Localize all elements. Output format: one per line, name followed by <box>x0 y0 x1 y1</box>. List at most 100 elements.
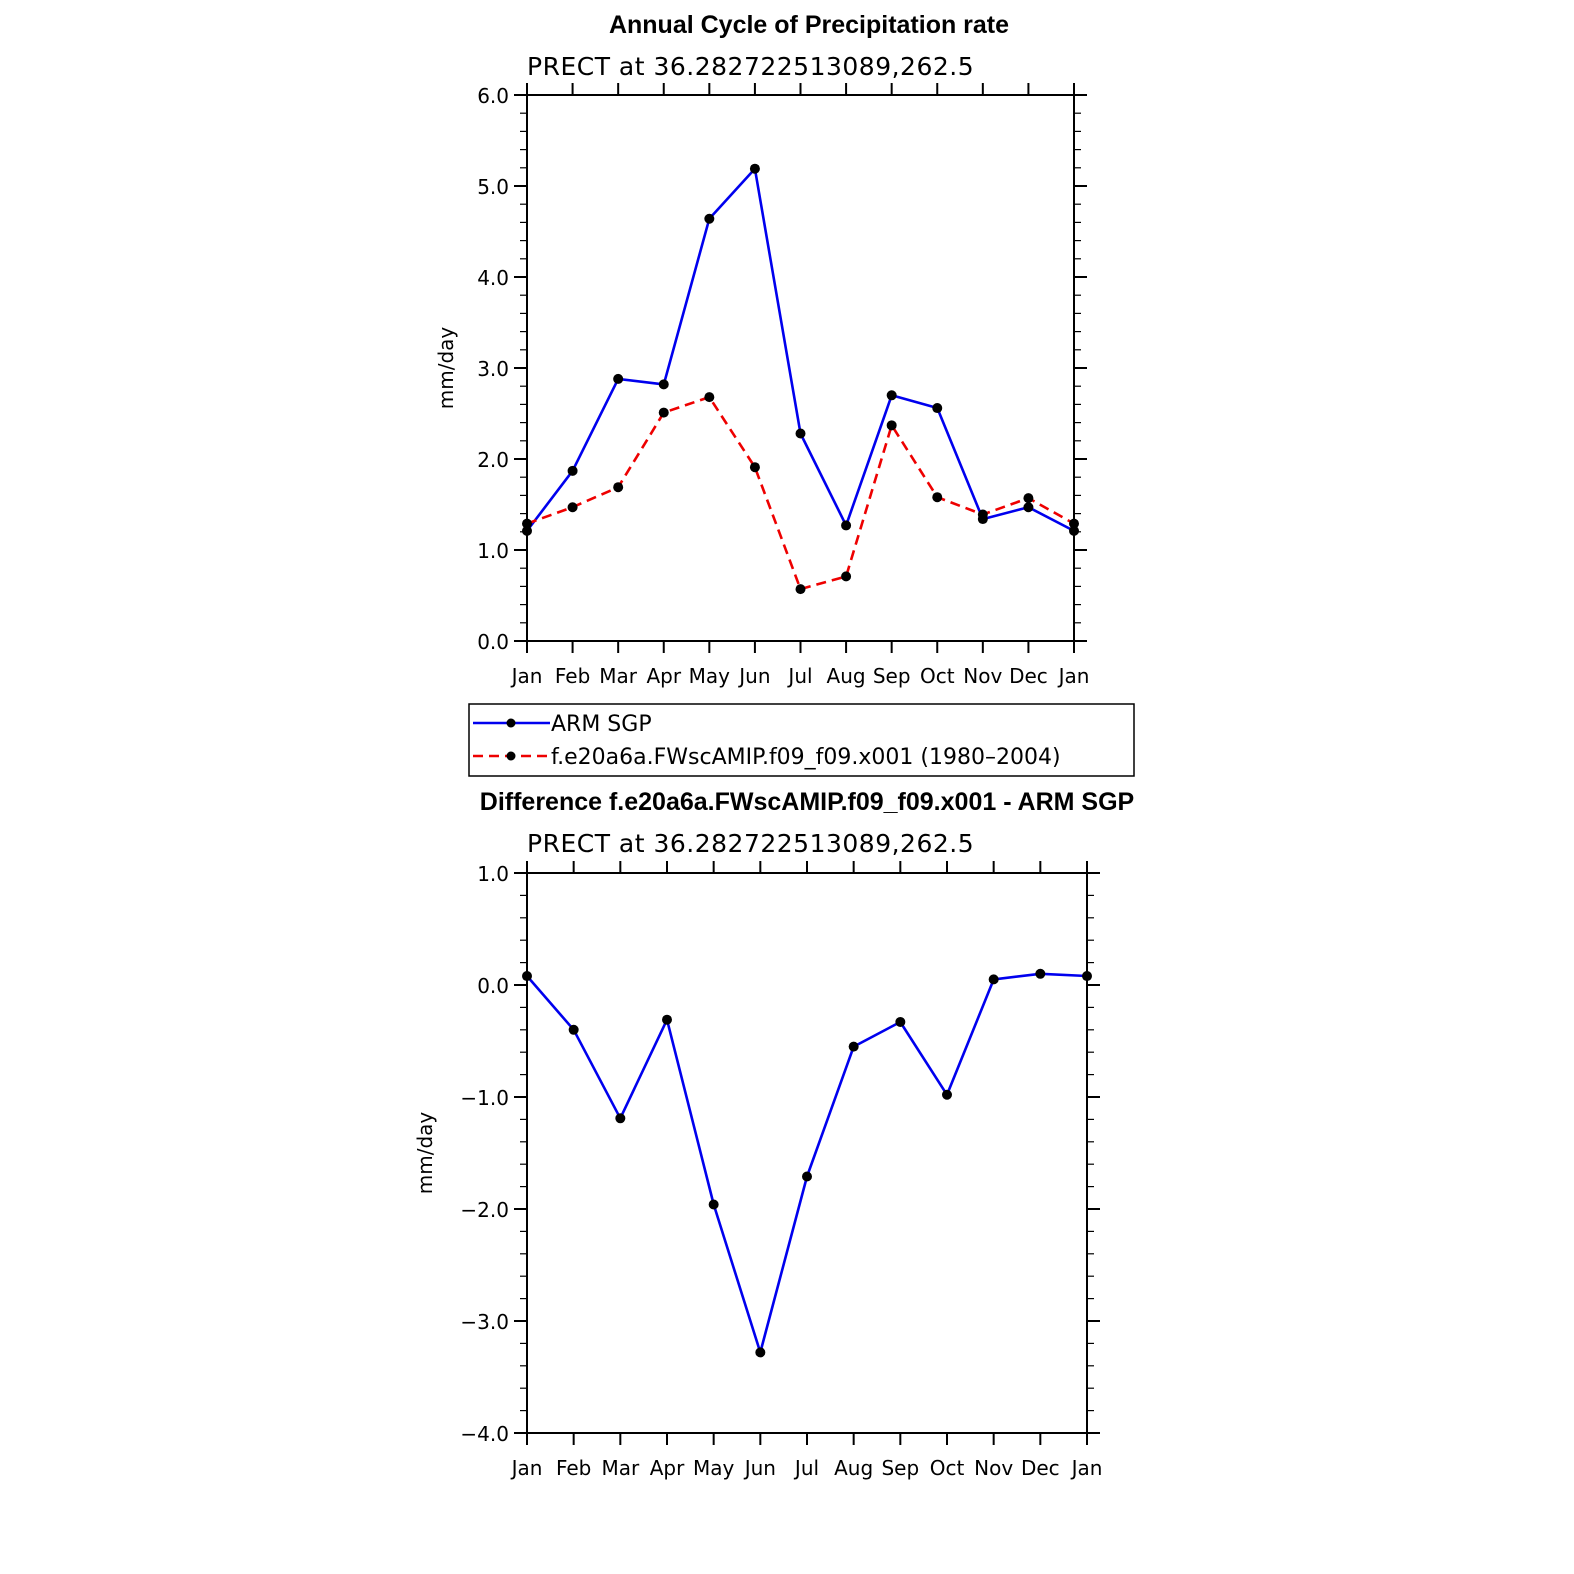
x-tick-label: Sep <box>873 664 911 688</box>
y-axis-label: mm/day <box>434 327 458 410</box>
data-point <box>704 213 715 224</box>
x-tick-label: Jan <box>1070 1456 1103 1480</box>
x-tick-label: Jan <box>510 664 543 688</box>
data-point <box>522 518 532 529</box>
legend-frame <box>468 703 1135 777</box>
x-tick-label: Mar <box>599 664 638 688</box>
chart-subtitle: PRECT at 36.282722513089,262.5 <box>527 52 974 81</box>
data-point <box>841 571 852 582</box>
data-point <box>658 379 669 390</box>
y-tick-label: 1.0 <box>477 539 509 563</box>
x-tick-labels: Jan Feb Mar Apr May Jun Jul Aug Sep Oct Nov Dec Jan <box>510 1456 1103 1480</box>
x-tick-label: Feb <box>556 1456 591 1480</box>
data-point <box>1069 518 1079 529</box>
x-tick-label: Nov <box>974 1456 1013 1480</box>
legend-entry-model: f.e20a6a.FWscAMIP.f09_f09.x001 (1980–200… <box>473 745 1061 770</box>
data-point <box>886 420 897 431</box>
x-tick-label: Apr <box>650 1456 685 1480</box>
x-tick-labels: Jan Feb Mar Apr May Jun Jul Aug Sep Oct Nov Dec Jan <box>510 664 1090 688</box>
legend-marker-arm-sgp <box>506 718 516 728</box>
annual-cycle-chart: Annual Cycle of Precipitation rate PRECT… <box>434 11 1089 688</box>
chart-title: Annual Cycle of Precipitation rate <box>609 11 1009 39</box>
data-point <box>615 1113 626 1124</box>
series-points <box>522 163 1079 595</box>
data-point <box>658 407 669 418</box>
y-tick-labels: 0.0 1.0 2.0 3.0 4.0 5.0 6.0 <box>477 84 509 654</box>
data-point <box>749 163 760 174</box>
legend-label-model: f.e20a6a.FWscAMIP.f09_f09.x001 (1980–200… <box>551 745 1061 770</box>
data-point <box>795 428 806 439</box>
axis-ticks <box>514 861 1100 1445</box>
x-tick-label: Jul <box>793 1456 819 1480</box>
data-point <box>749 462 760 473</box>
y-tick-label: 2.0 <box>477 448 509 472</box>
data-point <box>932 403 943 414</box>
series-line-0 <box>525 167 1075 533</box>
y-tick-label: 6.0 <box>477 84 509 108</box>
legend-label-arm-sgp: ARM SGP <box>551 712 652 737</box>
data-point <box>848 1041 859 1052</box>
x-tick-label: Aug <box>827 664 866 688</box>
x-tick-label: Dec <box>1021 1456 1060 1480</box>
data-point <box>886 390 897 401</box>
data-point <box>932 492 943 503</box>
y-tick-labels: −4.0 −3.0 −2.0 −1.0 0.0 1.0 <box>460 862 509 1446</box>
data-point <box>841 520 852 531</box>
data-point <box>613 373 624 384</box>
data-point <box>1023 502 1034 513</box>
data-point <box>802 1171 812 1182</box>
x-tick-label: May <box>689 664 731 688</box>
difference-chart: Difference f.e20a6a.FWscAMIP.f09_f09.x00… <box>413 788 1134 1480</box>
data-point <box>1082 971 1092 982</box>
data-point <box>522 525 532 536</box>
data-point <box>613 482 624 493</box>
chart-title: Difference f.e20a6a.FWscAMIP.f09_f09.x00… <box>480 788 1134 816</box>
data-point <box>895 1016 906 1027</box>
x-tick-label: Oct <box>930 1456 965 1480</box>
y-tick-label: 0.0 <box>477 630 509 654</box>
x-tick-label: Nov <box>963 664 1002 688</box>
x-tick-label: Mar <box>601 1456 640 1480</box>
data-point <box>567 502 578 513</box>
data-point <box>522 971 532 982</box>
data-point <box>755 1347 766 1358</box>
x-tick-label: Jan <box>1057 664 1090 688</box>
y-tick-label: −3.0 <box>460 1310 509 1334</box>
series-lines <box>526 972 1088 1354</box>
data-point <box>1069 525 1079 536</box>
data-point <box>1023 493 1034 504</box>
series-line-0 <box>526 972 1088 1354</box>
y-tick-label: 1.0 <box>477 862 509 886</box>
legend: ARM SGP f.e20a6a.FWscAMIP.f09_f09.x001 (… <box>468 703 1135 777</box>
data-point <box>942 1089 952 1100</box>
data-point <box>977 509 988 520</box>
x-tick-label: Jun <box>737 664 770 688</box>
x-tick-label: Apr <box>646 664 681 688</box>
series-lines <box>525 167 1075 591</box>
plot-frame <box>526 872 1088 1434</box>
y-tick-label: 0.0 <box>477 974 509 998</box>
data-point <box>568 1024 579 1035</box>
y-axis-label: mm/day <box>413 1112 437 1195</box>
y-tick-label: −4.0 <box>460 1422 509 1446</box>
chart-subtitle: PRECT at 36.282722513089,262.5 <box>527 829 974 858</box>
y-tick-label: −1.0 <box>460 1086 509 1110</box>
legend-entry-arm-sgp: ARM SGP <box>473 712 652 737</box>
x-tick-label: Jan <box>510 1456 543 1480</box>
x-tick-label: Aug <box>834 1456 873 1480</box>
data-point <box>662 1014 672 1025</box>
data-point <box>988 974 999 985</box>
series-points <box>522 968 1092 1358</box>
x-tick-label: Feb <box>555 664 590 688</box>
y-tick-label: 5.0 <box>477 175 509 199</box>
x-tick-label: Sep <box>881 1456 919 1480</box>
data-point <box>704 392 715 403</box>
x-tick-label: Jun <box>743 1456 776 1480</box>
plot-frame <box>526 94 1075 642</box>
x-tick-label: Dec <box>1009 664 1048 688</box>
data-point <box>708 1199 719 1210</box>
y-tick-label: −2.0 <box>460 1198 509 1222</box>
legend-marker-model <box>506 751 516 761</box>
x-tick-label: Jul <box>786 664 812 688</box>
